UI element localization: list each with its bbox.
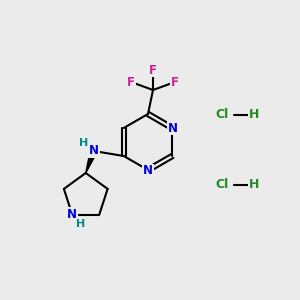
Text: Cl: Cl: [215, 178, 229, 191]
Text: N: N: [67, 208, 77, 221]
Text: H: H: [76, 219, 85, 229]
Polygon shape: [86, 150, 97, 173]
Text: N: N: [168, 122, 178, 134]
Text: F: F: [171, 76, 179, 88]
Text: H: H: [79, 138, 88, 148]
Text: F: F: [149, 64, 157, 76]
Text: H: H: [249, 178, 259, 191]
Text: N: N: [89, 145, 99, 158]
Text: Cl: Cl: [215, 109, 229, 122]
Text: N: N: [143, 164, 153, 178]
Text: F: F: [127, 76, 135, 88]
Text: H: H: [249, 109, 259, 122]
